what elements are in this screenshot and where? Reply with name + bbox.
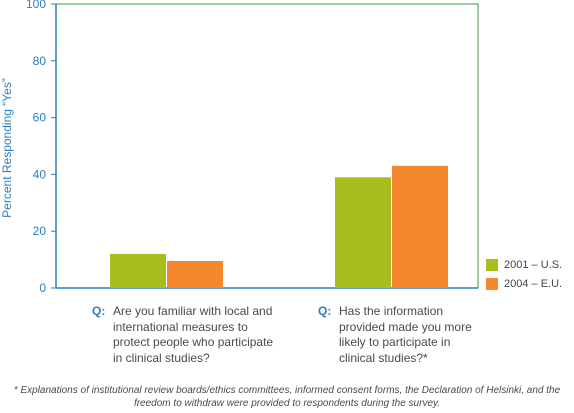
legend-item-2001: 2001 – U.S. bbox=[486, 258, 562, 271]
y-tick-label-0: 0 bbox=[39, 281, 46, 295]
question-1-text: Are you familiar with local and internat… bbox=[113, 304, 274, 365]
legend: 2001 – U.S. 2004 – E.U. bbox=[486, 258, 562, 296]
legend-label-2001: 2001 – U.S. bbox=[504, 258, 563, 271]
question-1-label: Q: bbox=[92, 304, 106, 318]
legend-label-2004: 2004 – E.U. bbox=[504, 277, 563, 290]
legend-swatch-2001 bbox=[486, 258, 498, 271]
legend-item-2004: 2004 – E.U. bbox=[486, 277, 562, 290]
legend-swatch-2004 bbox=[486, 277, 498, 290]
y-tick-label-40: 40 bbox=[33, 167, 47, 181]
bar-2004-q2 bbox=[392, 165, 448, 288]
bar-2001-q2 bbox=[335, 177, 391, 288]
y-tick-label-80: 80 bbox=[33, 54, 47, 68]
question-2-text: Has the information provided made you mo… bbox=[339, 304, 472, 365]
bar-2004-q1 bbox=[167, 261, 223, 288]
question-2-label: Q: bbox=[318, 304, 332, 318]
y-tick-label-20: 20 bbox=[33, 224, 47, 238]
footnote: * Explanations of institutional review b… bbox=[13, 385, 561, 409]
y-tick-label-100: 100 bbox=[26, 0, 46, 11]
bar-2001-q1 bbox=[110, 253, 166, 288]
y-axis-title: Percent Responding “Yes” bbox=[0, 78, 14, 218]
y-tick-label-60: 60 bbox=[33, 111, 47, 125]
